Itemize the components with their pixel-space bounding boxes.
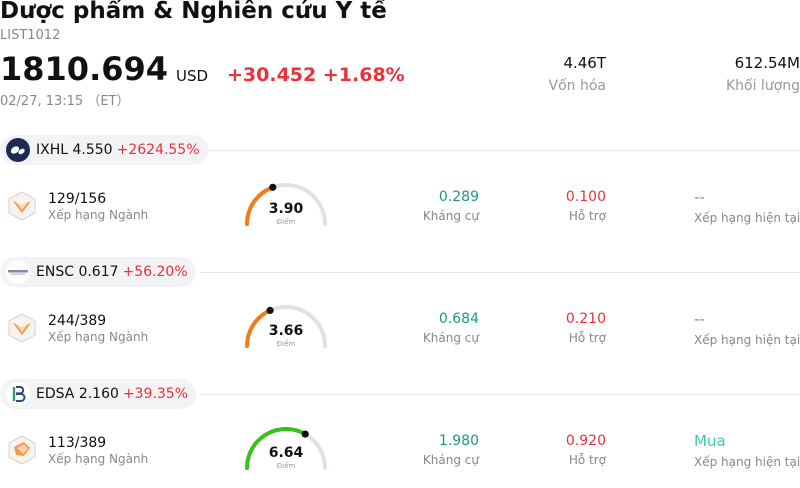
industry-rank-label: Xếp hạng Ngành — [48, 330, 149, 344]
price-change: +30.452 +1.68% — [227, 64, 405, 86]
score-gauge-fill — [245, 426, 308, 470]
stock-ticker: EDSA — [36, 386, 75, 402]
industry-rank-label: Xếp hạng Ngành — [48, 208, 149, 222]
resistance-label: Kháng cự — [422, 453, 479, 467]
resistance-value: 1.980 — [438, 433, 479, 449]
page-title: Dược phẩm & Nghiên cứu Y tế — [0, 0, 387, 24]
industry-rank-value: 129/156 — [48, 191, 107, 207]
current-rating-label: Xếp hạng hiện tại — [694, 211, 800, 225]
stock-change-percent: +2624.55% — [116, 142, 200, 158]
score-label: Điểm — [276, 340, 296, 348]
stock-chip-ensc[interactable]: ENSC 0.617 +56.20% — [0, 257, 196, 287]
industry-rank-icon — [8, 191, 36, 221]
score-value: 3.66 — [268, 323, 304, 339]
stock-ticker: IXHL — [36, 142, 69, 158]
score-gauge-marker — [266, 306, 274, 315]
support-label: Hỗ trợ — [568, 331, 606, 345]
support-value: 0.100 — [565, 189, 606, 205]
stock-price: 2.160 — [78, 386, 119, 402]
ensc-logo-icon — [6, 260, 30, 284]
support-value: 0.210 — [565, 311, 606, 327]
section-divider — [200, 394, 800, 395]
stock-price: 4.550 — [72, 142, 113, 158]
change-value: +30.452 — [227, 64, 317, 86]
volume-value: 612.54M — [734, 54, 800, 72]
score-gauge — [245, 305, 327, 348]
volume-label: Khối lượng — [725, 78, 800, 94]
section-divider — [200, 150, 800, 151]
industry-rank-label: Xếp hạng Ngành — [48, 452, 149, 466]
score-gauge-fill — [245, 185, 275, 226]
index-price: 1810.694 — [0, 50, 169, 88]
industry-rank-icon — [8, 435, 36, 465]
current-rating-value: -- — [694, 310, 705, 328]
support-label: Hỗ trợ — [568, 209, 606, 223]
currency-label: USD — [176, 67, 209, 85]
current-rating-label: Xếp hạng hiện tại — [694, 333, 800, 347]
stock-change-percent: +39.35% — [122, 386, 189, 402]
current-rating-value: Mua — [694, 432, 726, 450]
resistance-label: Kháng cự — [422, 209, 479, 223]
edsa-logo-icon — [6, 382, 30, 406]
support-value: 0.920 — [565, 433, 606, 449]
section-divider — [200, 272, 800, 273]
stock-change-percent: +56.20% — [122, 264, 188, 280]
industry-rank-value: 113/389 — [48, 435, 107, 451]
score-gauge-fill — [245, 308, 273, 348]
score-gauge — [245, 183, 327, 226]
support-label: Hỗ trợ — [568, 453, 606, 467]
current-rating-label: Xếp hạng hiện tại — [694, 455, 800, 469]
market-cap-label: Vốn hóa — [548, 78, 606, 94]
score-gauge-marker — [301, 430, 309, 438]
stock-chip-edsa[interactable]: EDSA 2.160 +39.35% — [0, 379, 197, 409]
market-cap-value: 4.46T — [563, 54, 606, 72]
resistance-label: Kháng cự — [422, 331, 479, 345]
resistance-value: 0.289 — [438, 189, 479, 205]
timestamp: 02/27, 13:15 （ET） — [0, 94, 130, 109]
score-label: Điểm — [276, 462, 296, 470]
industry-rank-icon — [8, 313, 36, 343]
change-percent: +1.68% — [322, 64, 405, 86]
ixhl-logo-icon — [6, 138, 30, 162]
stock-chip-ixhl[interactable]: IXHL 4.550 +2624.55% — [0, 135, 208, 165]
stock-price: 0.617 — [78, 264, 119, 280]
score-gauge — [245, 426, 327, 470]
stock-ticker: ENSC — [36, 264, 74, 280]
score-value: 6.64 — [268, 445, 304, 461]
resistance-value: 0.684 — [438, 311, 479, 327]
score-value: 3.90 — [268, 201, 304, 217]
industry-rank-value: 244/389 — [48, 313, 107, 329]
score-label: Điểm — [276, 218, 296, 226]
score-gauge-marker — [269, 183, 277, 191]
current-rating-value: -- — [694, 188, 705, 206]
index-code: LIST1012 — [0, 28, 61, 43]
